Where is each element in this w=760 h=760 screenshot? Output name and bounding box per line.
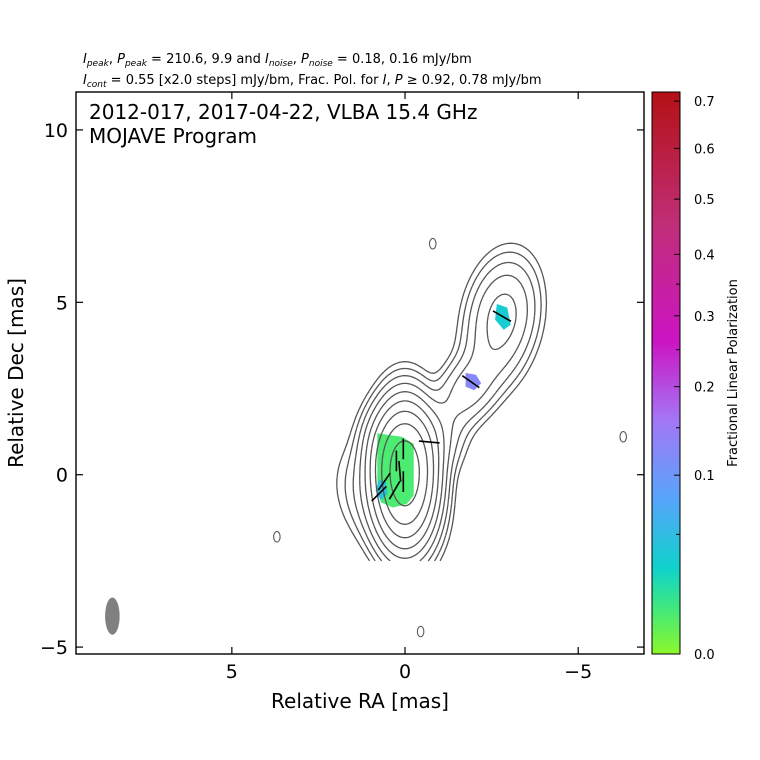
chart-title-line-1: 2012-017, 2017-04-22, VLBA 15.4 GHz [89, 100, 477, 124]
colorbar-tick-label: 0.2 [694, 381, 715, 396]
y-tick-label: 10 [44, 120, 68, 142]
noise-contour [619, 430, 627, 443]
contour-layer [336, 242, 548, 562]
colorbar-tick-label: 0.7 [694, 95, 715, 110]
x-tick-label: −5 [564, 661, 592, 683]
colorbar-tick-label: 0.6 [694, 142, 715, 157]
contour-level-7 [374, 410, 435, 539]
header-line-2: Icont = 0.55 [x2.0 steps] mJy/bm, Frac. … [83, 73, 542, 90]
colorbar-ticks: 0.0 0.1 0.2 0.3 0.4 0.5 0.6 0.7 [674, 95, 715, 663]
contour-level-3 [352, 261, 536, 562]
beam-ellipse [105, 597, 120, 635]
contour-level-5 [364, 293, 517, 559]
colorbar-tick-label: 0.5 [694, 193, 715, 208]
y-tick-label: 0 [56, 465, 68, 487]
header-line-1: Ipeak, Ppeak = 210.6, 9.9 and Inoise, Pn… [83, 52, 472, 69]
colorbar-label: Fractional Linear Polarization [726, 279, 741, 467]
y-tick-label: −5 [40, 637, 68, 659]
chart-title: 2012-017, 2017-04-22, VLBA 15.4 GHzMOJAV… [89, 100, 477, 148]
contour-level-2 [344, 251, 542, 562]
evpa-vector [377, 472, 391, 491]
x-tick-label: 5 [226, 661, 238, 683]
colorbar: 0.0 0.1 0.2 0.3 0.4 0.5 0.6 0.7 Fractional Line… [651, 91, 741, 663]
colorbar-gradient [651, 91, 681, 655]
noise-speck-layer [273, 237, 627, 638]
y-axis-label: Relative Dec [mas] [4, 278, 28, 468]
x-tick-label: 0 [399, 661, 411, 683]
axes: 5 0 −5 10 5 0 −5 [40, 92, 644, 683]
noise-contour [428, 237, 437, 250]
plot-area [75, 91, 645, 655]
evpa-vector [398, 460, 402, 482]
colorbar-tick-label: 0.0 [694, 648, 715, 663]
plot-frame [75, 91, 645, 655]
evpa-vector [461, 375, 480, 389]
contour-level-8 [381, 423, 429, 525]
contour-level-1 [336, 242, 548, 562]
colorbar-tick-label: 0.4 [694, 248, 715, 263]
evpa-vector [492, 310, 512, 322]
evpa-vector-layer [371, 310, 512, 502]
plot-background [76, 92, 644, 654]
noise-contour [416, 625, 425, 638]
y-tick-label: 5 [56, 292, 68, 314]
noise-contour [273, 530, 281, 543]
evpa-vector [388, 480, 401, 500]
contour-level-6 [369, 400, 440, 550]
contour-level-4 [359, 274, 528, 562]
evpa-vector [371, 485, 387, 502]
x-axis-label: Relative RA [mas] [271, 689, 449, 713]
evpa-vector [418, 440, 440, 444]
beam-layer [105, 597, 120, 635]
contour-level-9 [389, 440, 420, 507]
colorbar-tick-label: 0.3 [694, 310, 715, 325]
colorbar-tick-label: 0.1 [694, 469, 715, 484]
chart-title-line-2: MOJAVE Program [89, 124, 257, 148]
